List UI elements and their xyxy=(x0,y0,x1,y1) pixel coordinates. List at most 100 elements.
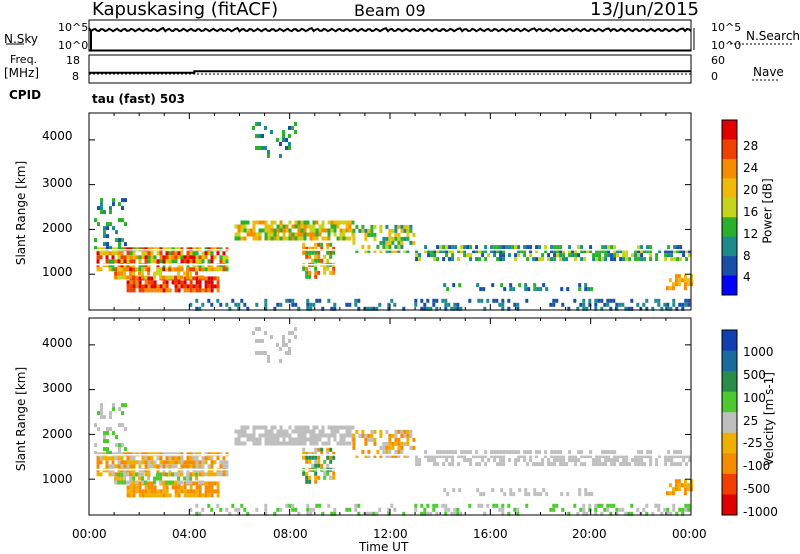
power-echo-cell xyxy=(668,286,672,291)
velocity-echo-cell xyxy=(672,503,676,508)
power-echo-cell xyxy=(162,259,166,264)
velocity-echo-cell xyxy=(472,454,476,459)
vel-cb-100: 100 xyxy=(743,391,766,405)
vel-cb-25: 25 xyxy=(743,414,759,428)
velocity-echo-cell xyxy=(162,464,166,469)
power-echo-cell xyxy=(305,246,309,251)
velocity-echo-cell xyxy=(153,464,157,469)
power-echo-cell xyxy=(288,146,291,150)
velocity-echo-cell xyxy=(141,489,145,494)
velocity-echo-cell xyxy=(610,450,614,455)
power-echo-cell xyxy=(165,259,169,264)
power-echo-cell xyxy=(668,278,672,283)
power-echo-cell xyxy=(426,306,430,311)
velocity-echo-cell xyxy=(109,427,112,432)
power-echo-cell xyxy=(99,255,103,260)
velocity-echo-cell xyxy=(234,441,238,446)
velocity-echo-cell xyxy=(541,462,545,467)
velocity-echo-cell xyxy=(321,433,325,438)
velocity-echo-cell xyxy=(345,507,349,512)
power-echo-cell xyxy=(314,246,318,251)
power-echo-cell xyxy=(320,258,324,263)
power-echo-cell xyxy=(671,282,675,287)
power-echo-cell xyxy=(288,298,292,303)
power-echo-cell xyxy=(446,287,450,292)
velocity-echo-cell xyxy=(324,441,328,446)
velocity-echo-cell xyxy=(210,460,214,465)
velocity-echo-cell xyxy=(150,493,154,498)
velocity-echo-cell xyxy=(106,439,109,444)
velocity-echo-cell xyxy=(249,433,253,438)
vel-cb-m500: -500 xyxy=(743,482,771,496)
velocity-echo-cell xyxy=(683,483,687,488)
velocity-echo-cell xyxy=(314,455,318,460)
power-echo-cell xyxy=(314,266,318,271)
velocity-echo-cell xyxy=(117,464,121,469)
velocity-echo-cell xyxy=(373,453,377,458)
velocity-echo-cell xyxy=(321,441,325,446)
power-echo-cell xyxy=(177,288,181,293)
velocity-colorbar-segment xyxy=(722,473,737,495)
power-echo-cell xyxy=(616,253,620,258)
power-echo-cell xyxy=(150,251,154,256)
power-echo-cell xyxy=(326,258,330,263)
power-echo-cell xyxy=(189,284,193,289)
power-echo-cell xyxy=(124,242,127,247)
velocity-echo-cell xyxy=(582,511,586,516)
velocity-echo-cell xyxy=(679,462,683,467)
power-echo-cell xyxy=(388,240,392,245)
velocity-echo-cell xyxy=(115,443,118,448)
velocity-echo-cell xyxy=(305,471,309,476)
power-echo-cell xyxy=(598,253,602,258)
power-echo-cell xyxy=(312,302,316,307)
power-echo-cell xyxy=(171,255,175,260)
power-echo-cell xyxy=(538,245,542,250)
power-echo-cell xyxy=(512,287,516,292)
velocity-echo-cell xyxy=(279,359,282,363)
power-echo-cell xyxy=(432,302,436,307)
velocity-echo-cell xyxy=(394,433,398,438)
velocity-echo-cell xyxy=(511,450,515,455)
power-echo-cell xyxy=(649,245,653,250)
power-echo-cell xyxy=(609,306,613,311)
velocity-echo-cell xyxy=(162,493,166,498)
velocity-echo-cell xyxy=(429,511,433,516)
power-echo-cell xyxy=(183,284,187,289)
power-echo-cell xyxy=(162,288,166,293)
power-echo-cell xyxy=(147,267,151,272)
velocity-echo-cell xyxy=(285,441,289,446)
power-echo-cell xyxy=(372,306,376,311)
power-echo-cell xyxy=(124,198,127,203)
velocity-echo-cell xyxy=(168,472,172,477)
velocity-echo-cell xyxy=(150,456,154,461)
velocity-echo-cell xyxy=(285,351,288,355)
power-echo-cell xyxy=(192,259,196,264)
velocity-echo-cell xyxy=(252,441,256,446)
power-echo-cell xyxy=(577,245,581,250)
power-echo-cell xyxy=(273,228,277,233)
xtick-0800: 08:00 xyxy=(273,527,308,541)
velocity-echo-cell xyxy=(517,458,521,463)
nsearch-tick-high: 10^5 xyxy=(711,21,742,34)
velocity-echo-cell xyxy=(94,423,97,428)
velocity-echo-cell xyxy=(553,458,557,463)
power-echo-cell xyxy=(342,236,346,241)
power-echo-cell xyxy=(201,259,205,264)
power-echo-cell xyxy=(210,267,214,272)
power-echo-cell xyxy=(291,298,295,303)
power-echo-cell xyxy=(207,284,211,289)
power-echo-cell xyxy=(135,280,139,285)
velocity-echo-cell xyxy=(189,472,193,477)
velocity-echo-cell xyxy=(502,458,506,463)
power-echo-cell xyxy=(500,283,504,288)
power-echo-cell xyxy=(216,280,220,285)
velocity-echo-cell xyxy=(320,447,324,452)
velocity-echo-cell xyxy=(649,458,653,463)
velocity-echo-cell xyxy=(308,475,312,480)
velocity-echo-cell xyxy=(282,429,286,434)
velocity-echo-cell xyxy=(382,445,386,450)
velocity-echo-cell xyxy=(138,481,142,486)
power-echo-cell xyxy=(135,255,139,260)
velocity-echo-cell xyxy=(658,454,662,459)
velocity-echo-cell xyxy=(550,450,554,455)
